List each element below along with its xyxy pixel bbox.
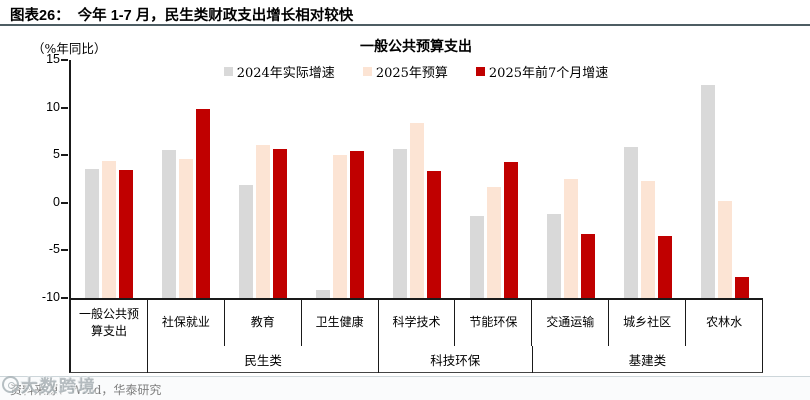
category-cell: 节能环保 <box>455 300 533 346</box>
bar-group-6 <box>532 60 609 298</box>
category-cell: 教育 <box>225 300 302 346</box>
bar-group-0 <box>71 60 148 298</box>
bar <box>273 148 288 298</box>
bar <box>256 144 271 298</box>
bar <box>162 149 177 298</box>
bar <box>427 171 441 298</box>
category-group-cell: 基建类 <box>628 353 667 368</box>
category-cell: 社保就业 <box>148 300 225 346</box>
bar <box>196 108 211 298</box>
bar <box>580 234 595 298</box>
y-tick-mark <box>61 59 68 61</box>
y-axis-unit-label: （%年同比） <box>32 41 107 56</box>
legend-label: 2025年预算 <box>375 66 448 81</box>
chart-legend: 2024年实际增速 2025年预算 2025年前7个月增速 <box>69 62 763 81</box>
bar <box>469 216 484 298</box>
bar <box>350 151 365 298</box>
bar <box>546 214 561 298</box>
bar <box>486 186 501 298</box>
legend-item-2: 2025年前7个月增速 <box>475 62 609 81</box>
bar <box>333 155 348 298</box>
y-tick-label: 5 <box>53 147 60 162</box>
legend-item-0: 2024年实际增速 <box>223 62 335 81</box>
bar-group-8 <box>686 60 763 298</box>
title-divider <box>0 24 810 26</box>
legend-item-1: 2025年预算 <box>362 62 448 81</box>
bar <box>734 277 749 298</box>
category-cell: 一般公共预算支出 <box>71 300 148 346</box>
category-axis-table: 一般公共预算支出 社保就业 教育 卫生健康 科学技术 节能环保 交通运输 城乡社区 农林水 民生… <box>69 298 763 373</box>
bar <box>85 168 100 298</box>
bar <box>563 179 578 298</box>
category-group-cell: 科技环保 <box>379 346 533 373</box>
y-tick-mark <box>61 297 68 299</box>
source-text: 资料来源：Wind，华泰研究 <box>10 383 162 397</box>
legend-marker-icon <box>475 67 485 76</box>
y-tick-label: -5 <box>48 242 60 257</box>
y-tick-mark <box>61 154 68 157</box>
legend-marker-icon <box>223 67 233 76</box>
bar-group-7 <box>609 60 686 298</box>
plot-area <box>69 60 763 298</box>
category-cell: 卫生健康 <box>302 300 379 346</box>
bar-group-1 <box>148 60 225 298</box>
footer-band <box>0 376 810 400</box>
bar-group-5 <box>455 60 532 298</box>
y-tick-label: -10 <box>41 290 60 304</box>
category-group-row: 民生类 科技环保 基建类 <box>71 346 762 373</box>
bar-series-container <box>71 60 763 298</box>
bar <box>640 180 655 298</box>
bar <box>393 148 407 298</box>
y-tick-label: 10 <box>46 99 60 114</box>
bar <box>102 160 117 298</box>
y-tick-mark <box>61 106 68 109</box>
y-tick-label: 0 <box>53 194 60 209</box>
category-cell: 交通运输 <box>532 300 610 346</box>
bar <box>717 200 732 298</box>
category-cell: 城乡社区 <box>609 300 687 346</box>
bar <box>503 161 518 298</box>
y-tick-label: 15 <box>46 52 60 66</box>
y-tick-mark <box>61 201 68 204</box>
bar <box>179 159 194 298</box>
y-tick-mark <box>61 249 68 252</box>
bar <box>657 236 672 298</box>
legend-marker-icon <box>362 67 372 76</box>
bar <box>119 170 134 298</box>
bar-group-2 <box>225 60 302 298</box>
bar <box>700 84 715 298</box>
bar <box>410 122 424 298</box>
legend-label: 2024年实际增速 <box>236 66 335 81</box>
legend-label: 2025年前7个月增速 <box>488 66 609 81</box>
bar-group-3 <box>302 60 379 298</box>
chart-title: 一般公共预算支出 <box>360 39 472 55</box>
category-cell: 科学技术 <box>379 300 456 346</box>
bar-group-4 <box>379 60 456 298</box>
category-group-cell: 民生类 <box>148 346 379 373</box>
figure-title: 图表26： 今年 1-7 月，民生类财政支出增长相对较快 <box>10 8 354 24</box>
bar <box>239 184 254 298</box>
category-row: 一般公共预算支出 社保就业 教育 卫生健康 科学技术 节能环保 交通运输 城乡社区 农林水 <box>71 300 762 346</box>
category-cell: 农林水 <box>706 315 743 330</box>
category-group-cell <box>71 346 149 373</box>
bar <box>316 290 331 298</box>
bar <box>623 146 638 298</box>
